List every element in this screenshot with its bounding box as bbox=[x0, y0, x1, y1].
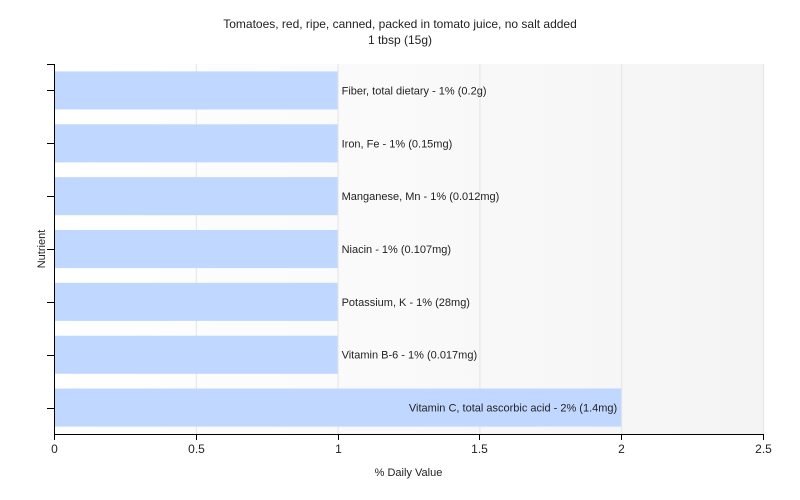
bar bbox=[55, 230, 338, 269]
bar bbox=[55, 388, 622, 427]
x-axis-label: % Daily Value bbox=[375, 467, 443, 479]
bar-label: Iron, Fe - 1% (0.15mg) bbox=[342, 138, 453, 150]
bar-label: Niacin - 1% (0.107mg) bbox=[342, 244, 451, 256]
x-tick-label: 1.5 bbox=[471, 442, 488, 456]
y-axis-label: Nutrient bbox=[36, 230, 48, 269]
x-tick-label: 0 bbox=[51, 442, 58, 456]
x-tick-label: 2 bbox=[618, 442, 625, 456]
bar bbox=[55, 124, 338, 163]
x-tick-label: 0.5 bbox=[188, 442, 205, 456]
bar bbox=[55, 335, 338, 374]
bar-label: Manganese, Mn - 1% (0.012mg) bbox=[342, 191, 500, 203]
bars: Fiber, total dietary - 1% (0.2g) Iron, Fe… bbox=[55, 71, 622, 427]
bar-label: Vitamin B-6 - 1% (0.017mg) bbox=[342, 350, 478, 362]
bar-label: Vitamin C, total ascorbic acid - 2% (1.4… bbox=[409, 403, 617, 415]
x-tick-label: 1 bbox=[335, 442, 342, 456]
chart-title: Tomatoes, red, ripe, canned, packed in t… bbox=[223, 17, 577, 31]
x-tick-label: 2.5 bbox=[755, 442, 772, 456]
axes: 0 0.5 1 1.5 2 2.5 bbox=[47, 64, 772, 456]
bar bbox=[55, 177, 338, 216]
bar-label: Potassium, K - 1% (28mg) bbox=[342, 297, 470, 309]
chart-subtitle: 1 tbsp (15g) bbox=[367, 33, 433, 47]
bar-label: Fiber, total dietary - 1% (0.2g) bbox=[342, 85, 487, 97]
bar bbox=[55, 71, 338, 110]
bar bbox=[55, 282, 338, 321]
